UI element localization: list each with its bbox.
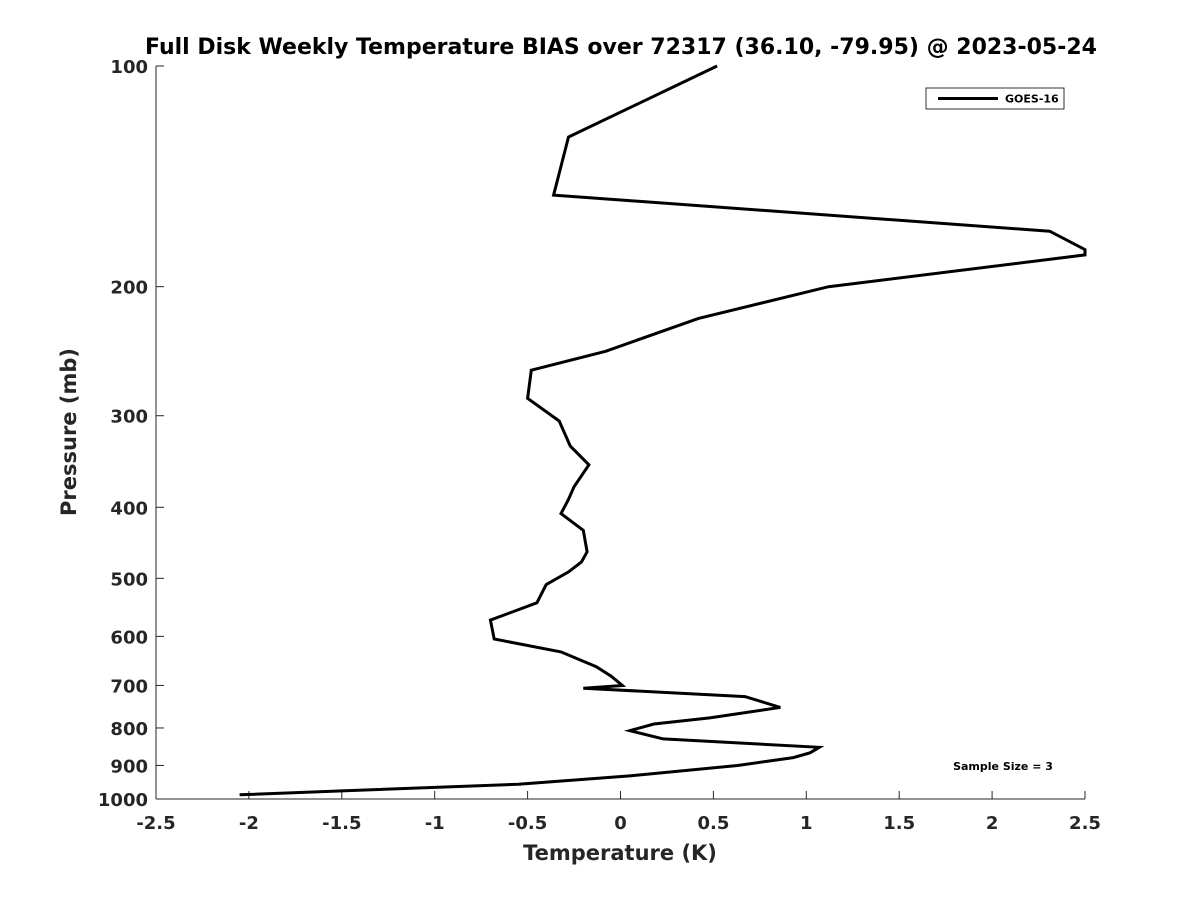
x-tick-label: 2 [986, 813, 999, 834]
y-tick-label: 700 [110, 676, 148, 697]
x-axis-label: Temperature (K) [523, 841, 717, 865]
x-tick-label: 2.5 [1069, 813, 1101, 834]
y-tick-label: 500 [110, 569, 148, 590]
sample-size-annotation: Sample Size = 3 [953, 760, 1053, 773]
y-tick-label: 800 [110, 719, 148, 740]
x-tick-label: 1.5 [883, 813, 915, 834]
series-line-goes-16 [239, 64, 1087, 797]
x-tick-label: 0 [614, 813, 627, 834]
y-tick-label: 100 [110, 57, 148, 78]
y-tick-label: 300 [110, 407, 148, 428]
y-tick-label: 900 [110, 756, 148, 777]
x-tick-label: -2 [239, 813, 259, 834]
y-axis-label: Pressure (mb) [57, 348, 81, 516]
y-tick-label: 200 [110, 278, 148, 299]
y-tick-label: 1000 [98, 790, 148, 811]
chart-title: Full Disk Weekly Temperature BIAS over 7… [145, 35, 1097, 60]
x-tick-label: 0.5 [697, 813, 729, 834]
y-axis-ticks: 100 200 300 400 500 600 700 800 900 1000 [98, 57, 164, 811]
legend-entry-goes-16: GOES-16 [1005, 93, 1059, 106]
x-tick-label: -1.5 [322, 813, 361, 834]
x-tick-label: 1 [800, 813, 813, 834]
y-tick-label: 400 [110, 498, 148, 519]
x-tick-label: -2.5 [136, 813, 175, 834]
legend: GOES-16 [925, 87, 1065, 110]
y-tick-label: 600 [110, 627, 148, 648]
plot-area [156, 66, 1085, 799]
x-axis-ticks: -2.5 -2 -1.5 -1 -0.5 0 0.5 1 1.5 2 2.5 [136, 791, 1101, 834]
x-tick-label: -1 [425, 813, 445, 834]
x-tick-label: -0.5 [508, 813, 547, 834]
